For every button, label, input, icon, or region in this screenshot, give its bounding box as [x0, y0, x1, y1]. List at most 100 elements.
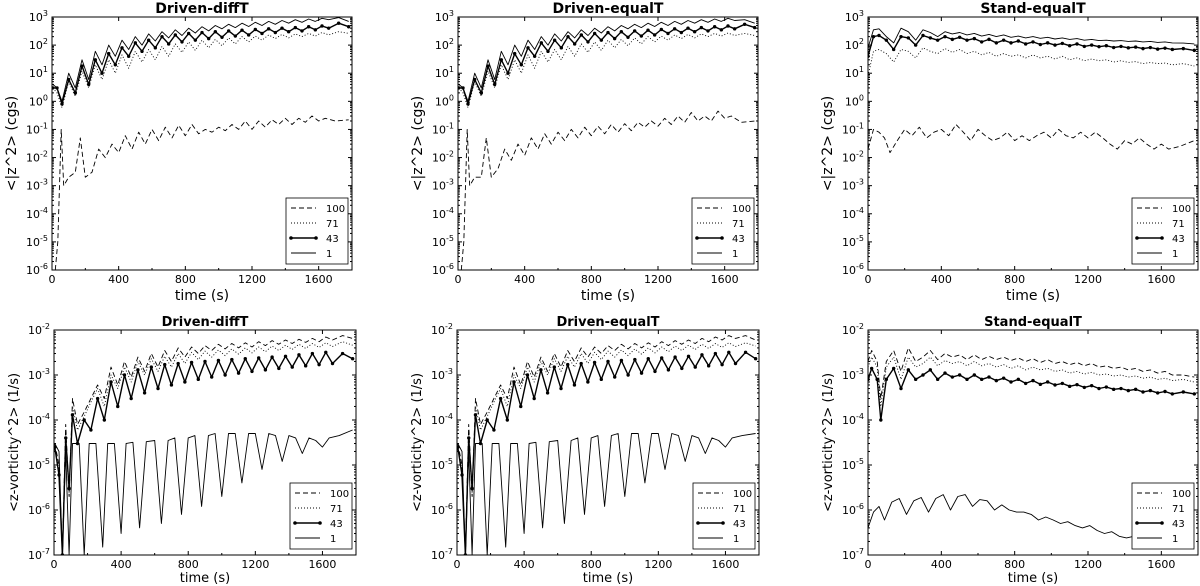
series-point-43 — [70, 413, 75, 417]
series-point-43 — [290, 365, 294, 369]
y-tick-label: 10-2 — [26, 150, 48, 165]
series-point-43 — [122, 373, 127, 377]
x-tick-label: 400 — [111, 558, 132, 571]
series-point-43 — [216, 358, 221, 363]
y-axis-label: <|z^2> (cgs) — [820, 96, 836, 191]
series-point-43 — [957, 373, 962, 377]
legend: 100 71 43 1 — [1131, 197, 1195, 265]
x-axis-label: time (s) — [175, 288, 229, 304]
legend-label-43: 43 — [733, 519, 746, 530]
series-point-43 — [552, 38, 557, 42]
series-line-100 — [54, 115, 349, 270]
series-point-43 — [1082, 44, 1087, 49]
series-point-43 — [1126, 46, 1131, 50]
legend-marker — [695, 236, 699, 240]
series-point-43 — [868, 377, 870, 382]
y-tick-label: 10-2 — [28, 322, 50, 337]
y-tick-label: 101 — [845, 65, 864, 80]
series-point-43 — [1001, 376, 1006, 380]
series-point-43 — [972, 373, 977, 377]
series-point-43 — [987, 37, 991, 42]
series-point-43 — [113, 63, 118, 67]
series-point-43 — [306, 25, 311, 29]
y-tick-label: 10-4 — [842, 412, 864, 427]
series-point-43 — [539, 368, 543, 372]
x-tick-label: 400 — [514, 273, 535, 286]
series-point-43 — [666, 368, 671, 372]
series-point-43 — [196, 377, 200, 382]
series-point-43 — [979, 40, 984, 44]
series-point-43 — [256, 356, 261, 360]
series-point-43 — [1016, 39, 1021, 43]
x-tick-label: 0 — [49, 273, 56, 286]
x-tick-label: 1600 — [1147, 273, 1175, 286]
x-tick-label: 1600 — [711, 558, 739, 571]
y-tick-label: 10-7 — [28, 547, 50, 562]
series-point-43 — [317, 362, 321, 367]
y-axis-label: <|z^2> (cgs) — [4, 96, 20, 191]
series-point-43 — [539, 41, 544, 45]
series-point-43 — [156, 386, 160, 391]
series-point-43 — [1148, 45, 1153, 50]
x-tick-label: 1200 — [644, 558, 672, 571]
series-point-43 — [1133, 387, 1138, 392]
series-point-43 — [73, 91, 78, 95]
y-tick-label: 10-7 — [431, 547, 453, 562]
series-point-43 — [160, 34, 164, 39]
series-point-43 — [243, 357, 247, 361]
series-point-43 — [1067, 44, 1072, 48]
series-point-43 — [706, 364, 711, 368]
y-tick-label: 10-6 — [28, 502, 50, 517]
y-tick-label: 10-2 — [842, 150, 864, 165]
x-tick-label: 0 — [865, 273, 872, 286]
series-point-43 — [519, 404, 523, 409]
y-tick-label: 10-2 — [431, 322, 453, 337]
y-tick-label: 103 — [845, 9, 864, 24]
series-point-43 — [653, 369, 657, 374]
series-point-43 — [869, 366, 874, 371]
plot-frame — [53, 329, 357, 556]
x-tick-label: 400 — [514, 558, 535, 571]
series-point-43 — [1082, 385, 1087, 390]
series-point-43 — [1141, 46, 1145, 51]
series-point-43 — [673, 355, 677, 359]
x-tick-label: 800 — [1004, 273, 1025, 286]
plot-frame — [867, 329, 1199, 556]
series-point-43 — [102, 418, 107, 422]
series-point-43 — [733, 361, 738, 366]
series-point-43 — [1060, 381, 1065, 386]
series-point-43 — [686, 354, 691, 359]
series-point-43 — [994, 41, 999, 45]
series-line-1 — [458, 17, 755, 102]
y-tick-label: 10-5 — [431, 457, 453, 472]
series-point-43 — [106, 51, 111, 56]
legend: 100 71 43 1 — [285, 197, 349, 265]
series-point-43 — [612, 36, 617, 41]
series-point-43 — [613, 375, 617, 379]
legend-label-71: 71 — [1172, 504, 1185, 515]
series-point-43 — [1045, 380, 1050, 384]
data-area — [868, 347, 1197, 548]
series-point-43 — [712, 25, 717, 29]
series-point-43 — [263, 368, 268, 372]
series-point-43 — [146, 38, 151, 42]
series-point-43 — [619, 358, 624, 363]
series-point-43 — [935, 377, 940, 382]
series-point-43 — [742, 22, 747, 26]
series-point-43 — [1001, 38, 1006, 42]
legend-label-43: 43 — [330, 519, 343, 530]
series-point-43 — [699, 25, 704, 30]
series-point-43 — [899, 386, 903, 391]
series-point-43 — [466, 102, 470, 106]
series-point-43 — [713, 351, 718, 356]
series-point-43 — [512, 51, 517, 56]
series-line-71 — [52, 31, 349, 109]
series-point-43 — [606, 30, 610, 35]
series-point-43 — [633, 357, 637, 362]
series-line-43 — [868, 367, 1195, 421]
series-point-43 — [176, 361, 180, 366]
series-point-43 — [499, 58, 504, 62]
series-point-43 — [957, 35, 962, 39]
series-line-71 — [868, 356, 1195, 407]
legend-label-43: 43 — [1172, 234, 1185, 245]
